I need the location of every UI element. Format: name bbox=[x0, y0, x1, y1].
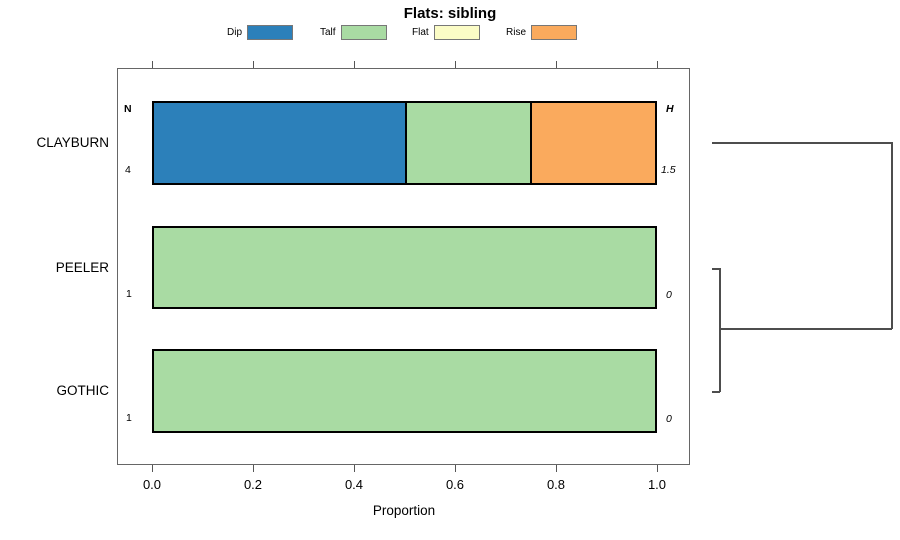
bar-segment-dip bbox=[154, 103, 405, 183]
legend-item-dip: Dip bbox=[227, 25, 294, 40]
bar-peeler bbox=[152, 226, 657, 309]
category-label-clayburn: CLAYBURN bbox=[36, 135, 109, 150]
axis-tick bbox=[152, 465, 153, 472]
axis-tick bbox=[253, 61, 254, 68]
axis-tick bbox=[455, 465, 456, 472]
n-value-clayburn: 4 bbox=[125, 164, 131, 176]
x-tick-label: 0.0 bbox=[142, 477, 162, 492]
dendrogram-branch-clayburn bbox=[712, 142, 892, 144]
bar-segment-talf bbox=[154, 228, 655, 307]
legend-label-rise: Rise bbox=[506, 27, 527, 38]
x-axis-label: Proportion bbox=[372, 503, 436, 518]
x-tick-label: 0.6 bbox=[445, 477, 465, 492]
legend-label-flat: Flat bbox=[412, 27, 429, 38]
h-value-peeler: 0 bbox=[666, 289, 672, 301]
dendrogram-cluster-stem bbox=[719, 328, 892, 330]
axis-tick bbox=[354, 61, 355, 68]
axis-tick bbox=[657, 61, 658, 68]
bar-gothic bbox=[152, 349, 657, 433]
category-label-peeler: PEELER bbox=[55, 260, 109, 275]
bar-clayburn bbox=[152, 101, 657, 185]
legend-swatch-dip bbox=[247, 25, 294, 40]
category-label-gothic: GOTHIC bbox=[56, 383, 110, 398]
dendrogram-leaf-gothic bbox=[712, 391, 720, 393]
legend-label-talf: Talf bbox=[320, 27, 336, 38]
legend-swatch-talf bbox=[340, 25, 387, 40]
legend-label-dip: Dip bbox=[227, 27, 243, 38]
axis-tick bbox=[253, 465, 254, 472]
legend-swatch-rise bbox=[531, 25, 578, 40]
bar-segment-rise bbox=[529, 103, 655, 183]
legend-item-talf: Talf bbox=[320, 25, 387, 40]
n-column-header: N bbox=[124, 103, 132, 115]
h-value-gothic: 0 bbox=[666, 413, 672, 425]
h-column-header: H bbox=[666, 103, 674, 115]
legend-item-rise: Rise bbox=[506, 25, 578, 40]
dendrogram-cluster-vertical bbox=[719, 268, 721, 392]
axis-tick bbox=[556, 465, 557, 472]
x-tick-label: 0.8 bbox=[546, 477, 566, 492]
n-value-gothic: 1 bbox=[126, 412, 132, 424]
x-tick-label: 1.0 bbox=[647, 477, 667, 492]
bar-segment-talf bbox=[154, 351, 655, 431]
h-value-clayburn: 1.5 bbox=[661, 164, 676, 176]
legend-swatch-flat bbox=[433, 25, 480, 40]
chart-title: Flats: sibling bbox=[403, 5, 497, 22]
axis-tick bbox=[455, 61, 456, 68]
dendrogram-root-vertical bbox=[891, 142, 893, 329]
dendrogram-leaf-peeler bbox=[712, 268, 720, 270]
x-tick-label: 0.2 bbox=[243, 477, 263, 492]
axis-tick bbox=[556, 61, 557, 68]
axis-tick bbox=[354, 465, 355, 472]
legend-item-flat: Flat bbox=[412, 25, 480, 40]
x-tick-label: 0.4 bbox=[344, 477, 364, 492]
bar-segment-talf bbox=[404, 103, 530, 183]
plot-area bbox=[117, 68, 690, 465]
axis-tick bbox=[657, 465, 658, 472]
n-value-peeler: 1 bbox=[126, 288, 132, 300]
axis-tick bbox=[152, 61, 153, 68]
